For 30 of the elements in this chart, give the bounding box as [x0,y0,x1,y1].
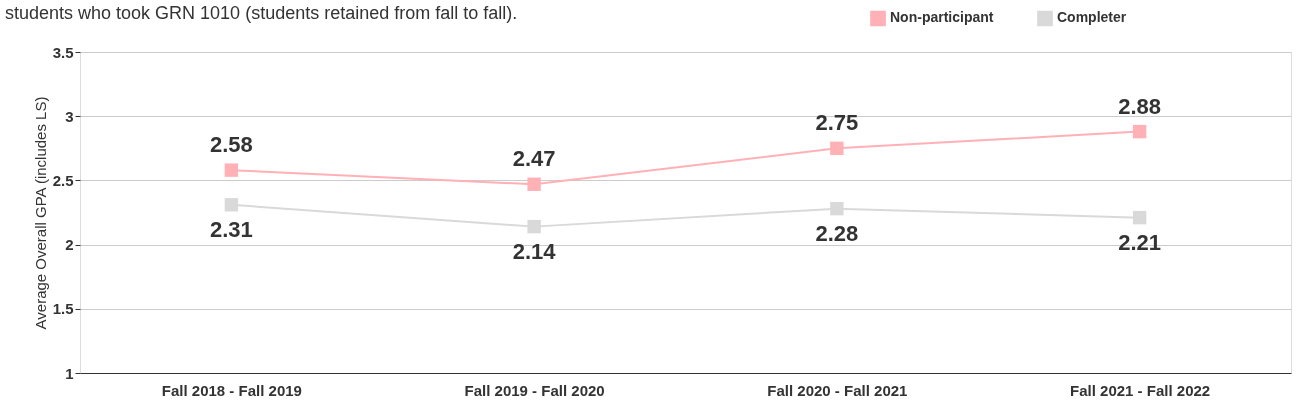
x-tick-label: Fall 2021 - Fall 2022 [1070,381,1211,399]
point [830,141,844,156]
point [527,219,541,234]
y-tick-label: 2.5 [52,171,74,189]
data-label: 2.31 [209,216,253,242]
data-label: 2.88 [1118,93,1162,119]
data-label: 2.58 [209,132,253,158]
x-tick-label: Fall 2019 - Fall 2020 [464,381,605,399]
y-tick-label: 1 [65,364,74,382]
data-label: 2.21 [1118,229,1162,255]
x-tick-label: Fall 2020 - Fall 2021 [767,381,908,399]
point [527,177,541,191]
y-tick-label: 1.5 [52,300,74,318]
data-label: 2.28 [815,220,859,246]
point [1132,210,1147,225]
y-axis-title: Average Overall GPA (includes LS) [31,96,49,330]
x-tick-label: Fall 2018 - Fall 2019 [161,381,302,399]
chart-title: students who took GRN 1010 (students retained from fall to fall). [5,3,518,23]
data-label: 2.47 [512,146,556,172]
y-tick-label: 3 [65,107,74,125]
point [224,198,239,212]
y-tick-label: 2 [65,236,74,254]
point [1132,124,1147,139]
legend-label: Non-participant [890,9,994,26]
point [830,201,844,216]
data-label: 2.14 [512,238,557,264]
data-label: 2.75 [815,110,859,136]
legend-label: Completer [1057,9,1127,26]
point [224,163,239,177]
y-tick-label: 3.5 [52,43,74,61]
